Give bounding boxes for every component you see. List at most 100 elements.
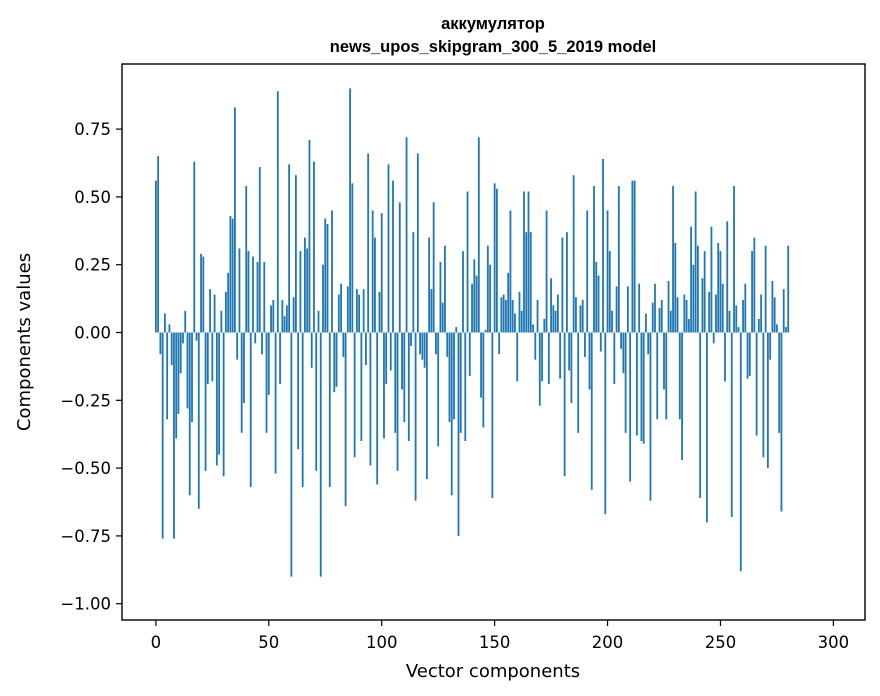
bar [416,153,419,333]
bar [367,153,370,333]
bar [340,283,342,333]
bar [764,245,767,333]
bar [177,332,180,414]
bar [432,202,435,333]
bar [369,332,372,466]
bar [236,332,239,360]
bar [484,329,487,333]
bar [640,332,643,441]
bar [238,248,241,333]
bar [468,332,471,376]
x-tick-label: 100 [366,633,398,652]
bar [507,272,510,333]
bar [611,310,613,333]
bar [383,332,385,439]
bar [254,332,257,344]
bar [572,175,575,333]
bar [441,302,444,333]
bar [197,332,200,509]
bar [654,283,656,333]
bar [563,332,566,477]
bar [267,332,270,395]
bar [215,332,218,466]
bar [766,332,769,469]
bar [392,180,394,333]
bar [444,245,446,333]
bar [690,226,693,333]
x-axis-label: Vector components [406,661,580,682]
bar [617,186,620,333]
bar [425,332,428,479]
bar [624,332,627,433]
bar [457,332,460,536]
x-tick-label: 150 [479,633,511,652]
bar [371,210,374,333]
bar [622,332,625,374]
bar [536,299,539,333]
bar [665,332,668,420]
bar [358,294,361,333]
bar [374,237,376,333]
bar [595,261,598,333]
bar [301,332,304,488]
bar [486,245,489,333]
bar [498,332,501,355]
bar [651,302,654,333]
bar [696,245,699,333]
y-tick-label: −0.25 [60,391,111,410]
bar [304,237,306,333]
bar [224,291,227,333]
bar [744,283,747,333]
bar [351,183,354,333]
bar [590,332,593,490]
bar [405,137,408,333]
bar [773,297,776,333]
bar [541,332,543,382]
bar [218,332,221,455]
bar-series [154,88,790,577]
bar [313,161,315,333]
plot-frame [121,63,866,621]
bar [220,310,223,333]
bar [353,332,356,458]
bar [782,289,785,333]
bar [161,332,164,539]
bar [173,332,175,539]
bar [710,226,713,333]
bar [306,248,309,333]
bar [175,332,178,439]
bar [337,294,340,333]
bar [234,107,236,333]
bar [581,299,584,333]
bar [593,186,595,333]
bar [746,332,749,379]
bar [319,332,322,577]
bar [317,310,320,333]
bar [556,294,559,333]
y-axis-ticks: −1.00 −0.75 −0.50 −0.25 0.00 0.25 0.50 0.75 [60,120,122,614]
bar [477,137,480,333]
y-axis-label: Components values [14,253,35,431]
bar [538,332,541,406]
bar [450,332,453,496]
bar [292,297,295,333]
bar [202,256,205,333]
bar [324,218,327,333]
bar [195,332,198,341]
bar [543,318,546,333]
bar [706,332,708,523]
chart-title: аккумулятор [441,15,545,33]
bar [719,251,722,333]
bar [599,332,602,352]
bar [514,313,516,333]
bar [389,332,392,371]
bar [401,332,403,390]
bar [733,186,735,333]
bar [509,210,512,333]
bar [272,299,275,333]
bar [265,332,268,433]
bar [186,332,189,409]
bar [349,88,351,333]
bar [166,332,169,420]
bar [274,332,277,474]
